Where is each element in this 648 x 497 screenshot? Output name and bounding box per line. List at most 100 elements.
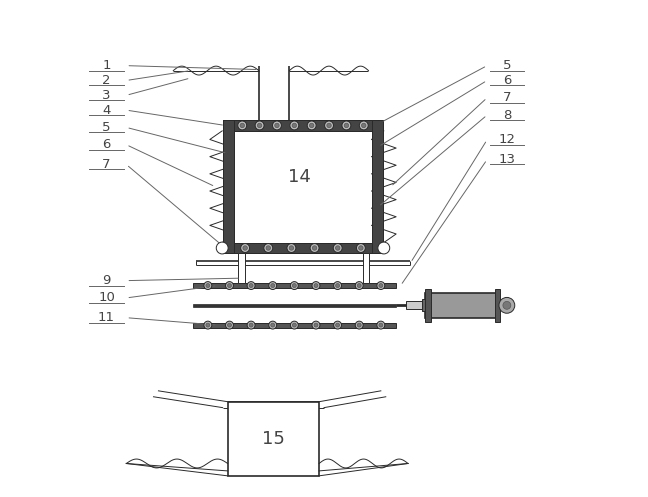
Bar xyxy=(362,253,369,283)
Text: 9: 9 xyxy=(102,274,111,287)
Bar xyxy=(223,243,384,253)
Circle shape xyxy=(314,284,318,288)
Circle shape xyxy=(358,246,363,250)
Text: 15: 15 xyxy=(262,430,284,448)
Bar xyxy=(193,283,396,288)
Circle shape xyxy=(264,244,273,252)
Bar xyxy=(223,120,384,131)
Circle shape xyxy=(240,244,249,252)
Circle shape xyxy=(355,282,363,290)
Circle shape xyxy=(307,121,316,130)
Circle shape xyxy=(271,323,275,327)
Circle shape xyxy=(257,123,262,128)
Circle shape xyxy=(310,123,314,128)
Circle shape xyxy=(238,121,247,130)
Bar xyxy=(227,402,319,476)
Text: 1: 1 xyxy=(102,59,111,72)
Circle shape xyxy=(325,121,334,130)
Circle shape xyxy=(310,244,319,252)
Circle shape xyxy=(290,282,298,290)
Text: 3: 3 xyxy=(102,89,111,102)
Circle shape xyxy=(356,244,365,252)
Circle shape xyxy=(333,244,342,252)
Circle shape xyxy=(355,321,363,329)
Bar xyxy=(193,323,396,328)
Text: 5: 5 xyxy=(503,59,511,72)
Circle shape xyxy=(377,321,385,329)
Circle shape xyxy=(249,284,253,288)
Circle shape xyxy=(342,121,351,130)
Bar xyxy=(406,301,423,309)
Bar xyxy=(233,131,373,243)
Bar xyxy=(193,304,396,307)
Circle shape xyxy=(327,123,331,128)
Circle shape xyxy=(379,323,383,327)
Circle shape xyxy=(357,323,361,327)
Circle shape xyxy=(206,284,210,288)
Circle shape xyxy=(290,321,298,329)
Text: 13: 13 xyxy=(498,153,515,166)
Circle shape xyxy=(206,323,210,327)
Circle shape xyxy=(292,284,296,288)
Circle shape xyxy=(226,321,233,329)
Circle shape xyxy=(275,123,279,128)
Circle shape xyxy=(271,284,275,288)
Circle shape xyxy=(312,246,317,250)
Text: 8: 8 xyxy=(503,108,511,122)
Circle shape xyxy=(273,121,281,130)
Circle shape xyxy=(289,246,294,250)
Circle shape xyxy=(290,121,299,130)
Circle shape xyxy=(227,323,231,327)
Text: 7: 7 xyxy=(503,91,511,104)
Text: 2: 2 xyxy=(102,74,111,87)
Circle shape xyxy=(266,246,270,250)
Circle shape xyxy=(336,246,340,250)
Circle shape xyxy=(357,284,361,288)
Circle shape xyxy=(336,323,340,327)
Circle shape xyxy=(344,123,349,128)
Circle shape xyxy=(503,301,511,309)
Text: 5: 5 xyxy=(102,121,111,134)
Bar xyxy=(425,293,500,318)
Circle shape xyxy=(255,121,264,130)
Text: 4: 4 xyxy=(102,103,111,117)
Circle shape xyxy=(312,282,320,290)
Bar xyxy=(494,289,500,322)
Circle shape xyxy=(314,323,318,327)
Text: 7: 7 xyxy=(102,158,111,171)
Circle shape xyxy=(226,282,233,290)
Circle shape xyxy=(334,321,341,329)
Bar xyxy=(373,120,384,253)
Text: 6: 6 xyxy=(503,74,511,87)
Circle shape xyxy=(377,282,385,290)
Circle shape xyxy=(334,282,341,290)
Circle shape xyxy=(362,123,366,128)
Circle shape xyxy=(269,282,277,290)
Circle shape xyxy=(292,323,296,327)
Circle shape xyxy=(336,284,340,288)
Circle shape xyxy=(204,282,212,290)
Text: 11: 11 xyxy=(98,311,115,324)
Bar xyxy=(223,120,233,253)
Circle shape xyxy=(247,282,255,290)
Circle shape xyxy=(240,123,244,128)
Circle shape xyxy=(243,246,248,250)
Circle shape xyxy=(204,321,212,329)
Circle shape xyxy=(269,321,277,329)
Text: 6: 6 xyxy=(102,138,111,151)
Bar xyxy=(238,253,246,283)
Circle shape xyxy=(249,323,253,327)
Text: 10: 10 xyxy=(98,291,115,305)
Circle shape xyxy=(499,297,515,313)
Bar xyxy=(422,299,426,311)
Text: 14: 14 xyxy=(288,168,311,186)
Circle shape xyxy=(216,242,228,254)
Circle shape xyxy=(292,123,297,128)
Circle shape xyxy=(378,242,389,254)
Circle shape xyxy=(359,121,368,130)
Text: 12: 12 xyxy=(498,133,515,146)
Circle shape xyxy=(247,321,255,329)
Circle shape xyxy=(312,321,320,329)
Bar xyxy=(223,120,384,253)
Bar xyxy=(425,289,432,322)
